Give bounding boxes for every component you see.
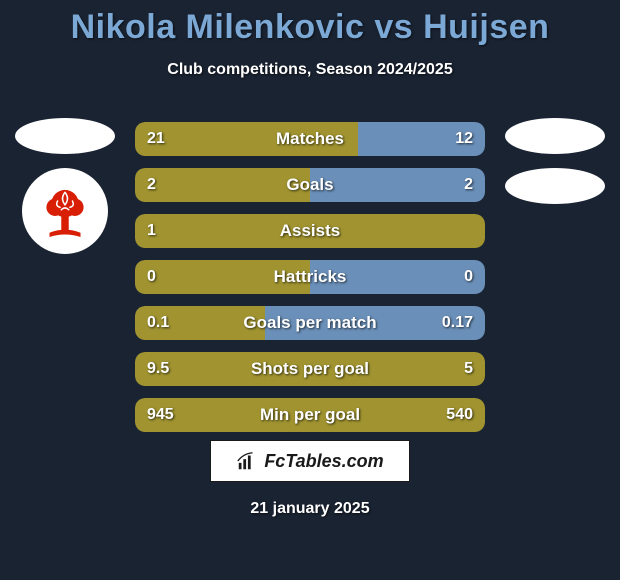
stat-bar-right <box>310 168 485 202</box>
fctables-logo[interactable]: FcTables.com <box>210 440 410 482</box>
stat-row: 2 2 Goals <box>135 168 485 202</box>
stat-row: 0.1 0.17 Goals per match <box>135 306 485 340</box>
stat-value-right: 540 <box>446 406 473 424</box>
stat-value-left: 1 <box>147 222 156 240</box>
club-badge-left <box>22 168 108 254</box>
stat-value-left: 0 <box>147 268 156 286</box>
stat-bar-left <box>135 168 310 202</box>
avatar-placeholder <box>505 118 605 154</box>
avatar-placeholder <box>15 118 115 154</box>
stat-value-right: 5 <box>464 360 473 378</box>
stat-row: 945 540 Min per goal <box>135 398 485 432</box>
stat-value-left: 21 <box>147 130 165 148</box>
stat-row: 0 0 Hattricks <box>135 260 485 294</box>
stat-label: Shots per goal <box>251 359 369 379</box>
stat-row: 1 Assists <box>135 214 485 248</box>
stat-row: 21 12 Matches <box>135 122 485 156</box>
stat-value-left: 9.5 <box>147 360 169 378</box>
logo-text: FcTables.com <box>264 451 383 472</box>
bar-chart-icon <box>236 450 258 472</box>
stat-value-left: 2 <box>147 176 156 194</box>
stat-value-right: 0.17 <box>442 314 473 332</box>
stat-value-right: 0 <box>464 268 473 286</box>
stat-label: Goals <box>286 175 333 195</box>
stat-label: Goals per match <box>243 313 376 333</box>
comparison-subtitle: Club competitions, Season 2024/2025 <box>0 61 620 79</box>
stat-value-right: 12 <box>455 130 473 148</box>
snapshot-date: 21 january 2025 <box>0 500 620 518</box>
stat-label: Hattricks <box>274 267 347 287</box>
stat-value-left: 0.1 <box>147 314 169 332</box>
stat-value-left: 945 <box>147 406 174 424</box>
comparison-title: Nikola Milenkovic vs Huijsen <box>0 0 620 47</box>
club-badge-placeholder <box>505 168 605 204</box>
stats-table: 21 12 Matches 2 2 Goals 1 Assists 0 0 Hattricks 0.1… <box>135 122 485 444</box>
left-player-column <box>10 118 120 254</box>
stat-label: Min per goal <box>260 405 360 425</box>
right-player-column <box>500 118 610 218</box>
stat-label: Matches <box>276 129 344 149</box>
stat-value-right: 2 <box>464 176 473 194</box>
nottingham-forest-icon <box>34 180 96 242</box>
stat-label: Assists <box>280 221 340 241</box>
stat-row: 9.5 5 Shots per goal <box>135 352 485 386</box>
